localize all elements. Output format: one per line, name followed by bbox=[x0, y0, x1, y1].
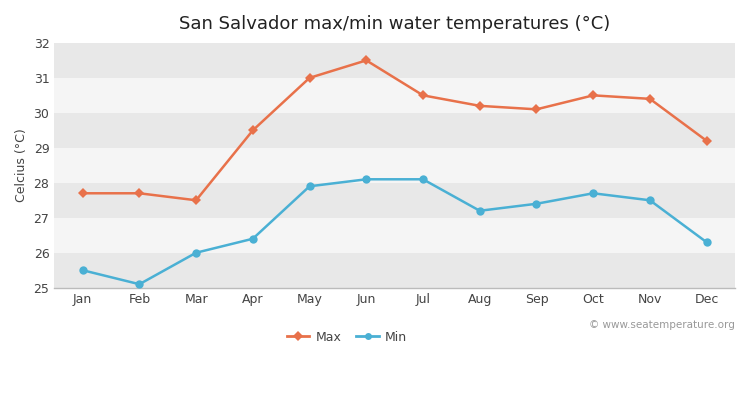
Max bbox=[305, 76, 314, 80]
Max bbox=[135, 191, 144, 196]
Bar bbox=[54, 148, 735, 183]
Min bbox=[191, 250, 200, 255]
Line: Min: Min bbox=[79, 175, 711, 288]
Max bbox=[476, 104, 484, 108]
Min bbox=[78, 268, 87, 273]
Legend: Max, Min: Max, Min bbox=[282, 326, 412, 349]
Max bbox=[362, 58, 370, 63]
Max bbox=[702, 138, 711, 143]
Bar bbox=[54, 253, 735, 288]
Title: San Salvador max/min water temperatures (°C): San Salvador max/min water temperatures … bbox=[179, 15, 610, 33]
Y-axis label: Celcius (°C): Celcius (°C) bbox=[15, 128, 28, 202]
Min bbox=[589, 191, 598, 196]
Bar bbox=[54, 78, 735, 113]
Max bbox=[78, 191, 87, 196]
Min bbox=[135, 282, 144, 287]
Bar bbox=[54, 218, 735, 253]
Min bbox=[532, 201, 541, 206]
Min bbox=[646, 198, 655, 203]
Bar bbox=[54, 113, 735, 148]
Max bbox=[646, 96, 655, 101]
Max bbox=[248, 128, 257, 133]
Bar bbox=[54, 43, 735, 78]
Min bbox=[702, 240, 711, 245]
Text: © www.seatemperature.org: © www.seatemperature.org bbox=[590, 320, 735, 330]
Line: Max: Max bbox=[79, 56, 710, 204]
Max bbox=[532, 107, 541, 112]
Min bbox=[248, 236, 257, 241]
Max bbox=[191, 198, 200, 203]
Min bbox=[362, 177, 370, 182]
Min bbox=[476, 208, 484, 213]
Min bbox=[419, 177, 428, 182]
Max bbox=[419, 93, 428, 98]
Bar bbox=[54, 183, 735, 218]
Min bbox=[305, 184, 314, 189]
Max bbox=[589, 93, 598, 98]
